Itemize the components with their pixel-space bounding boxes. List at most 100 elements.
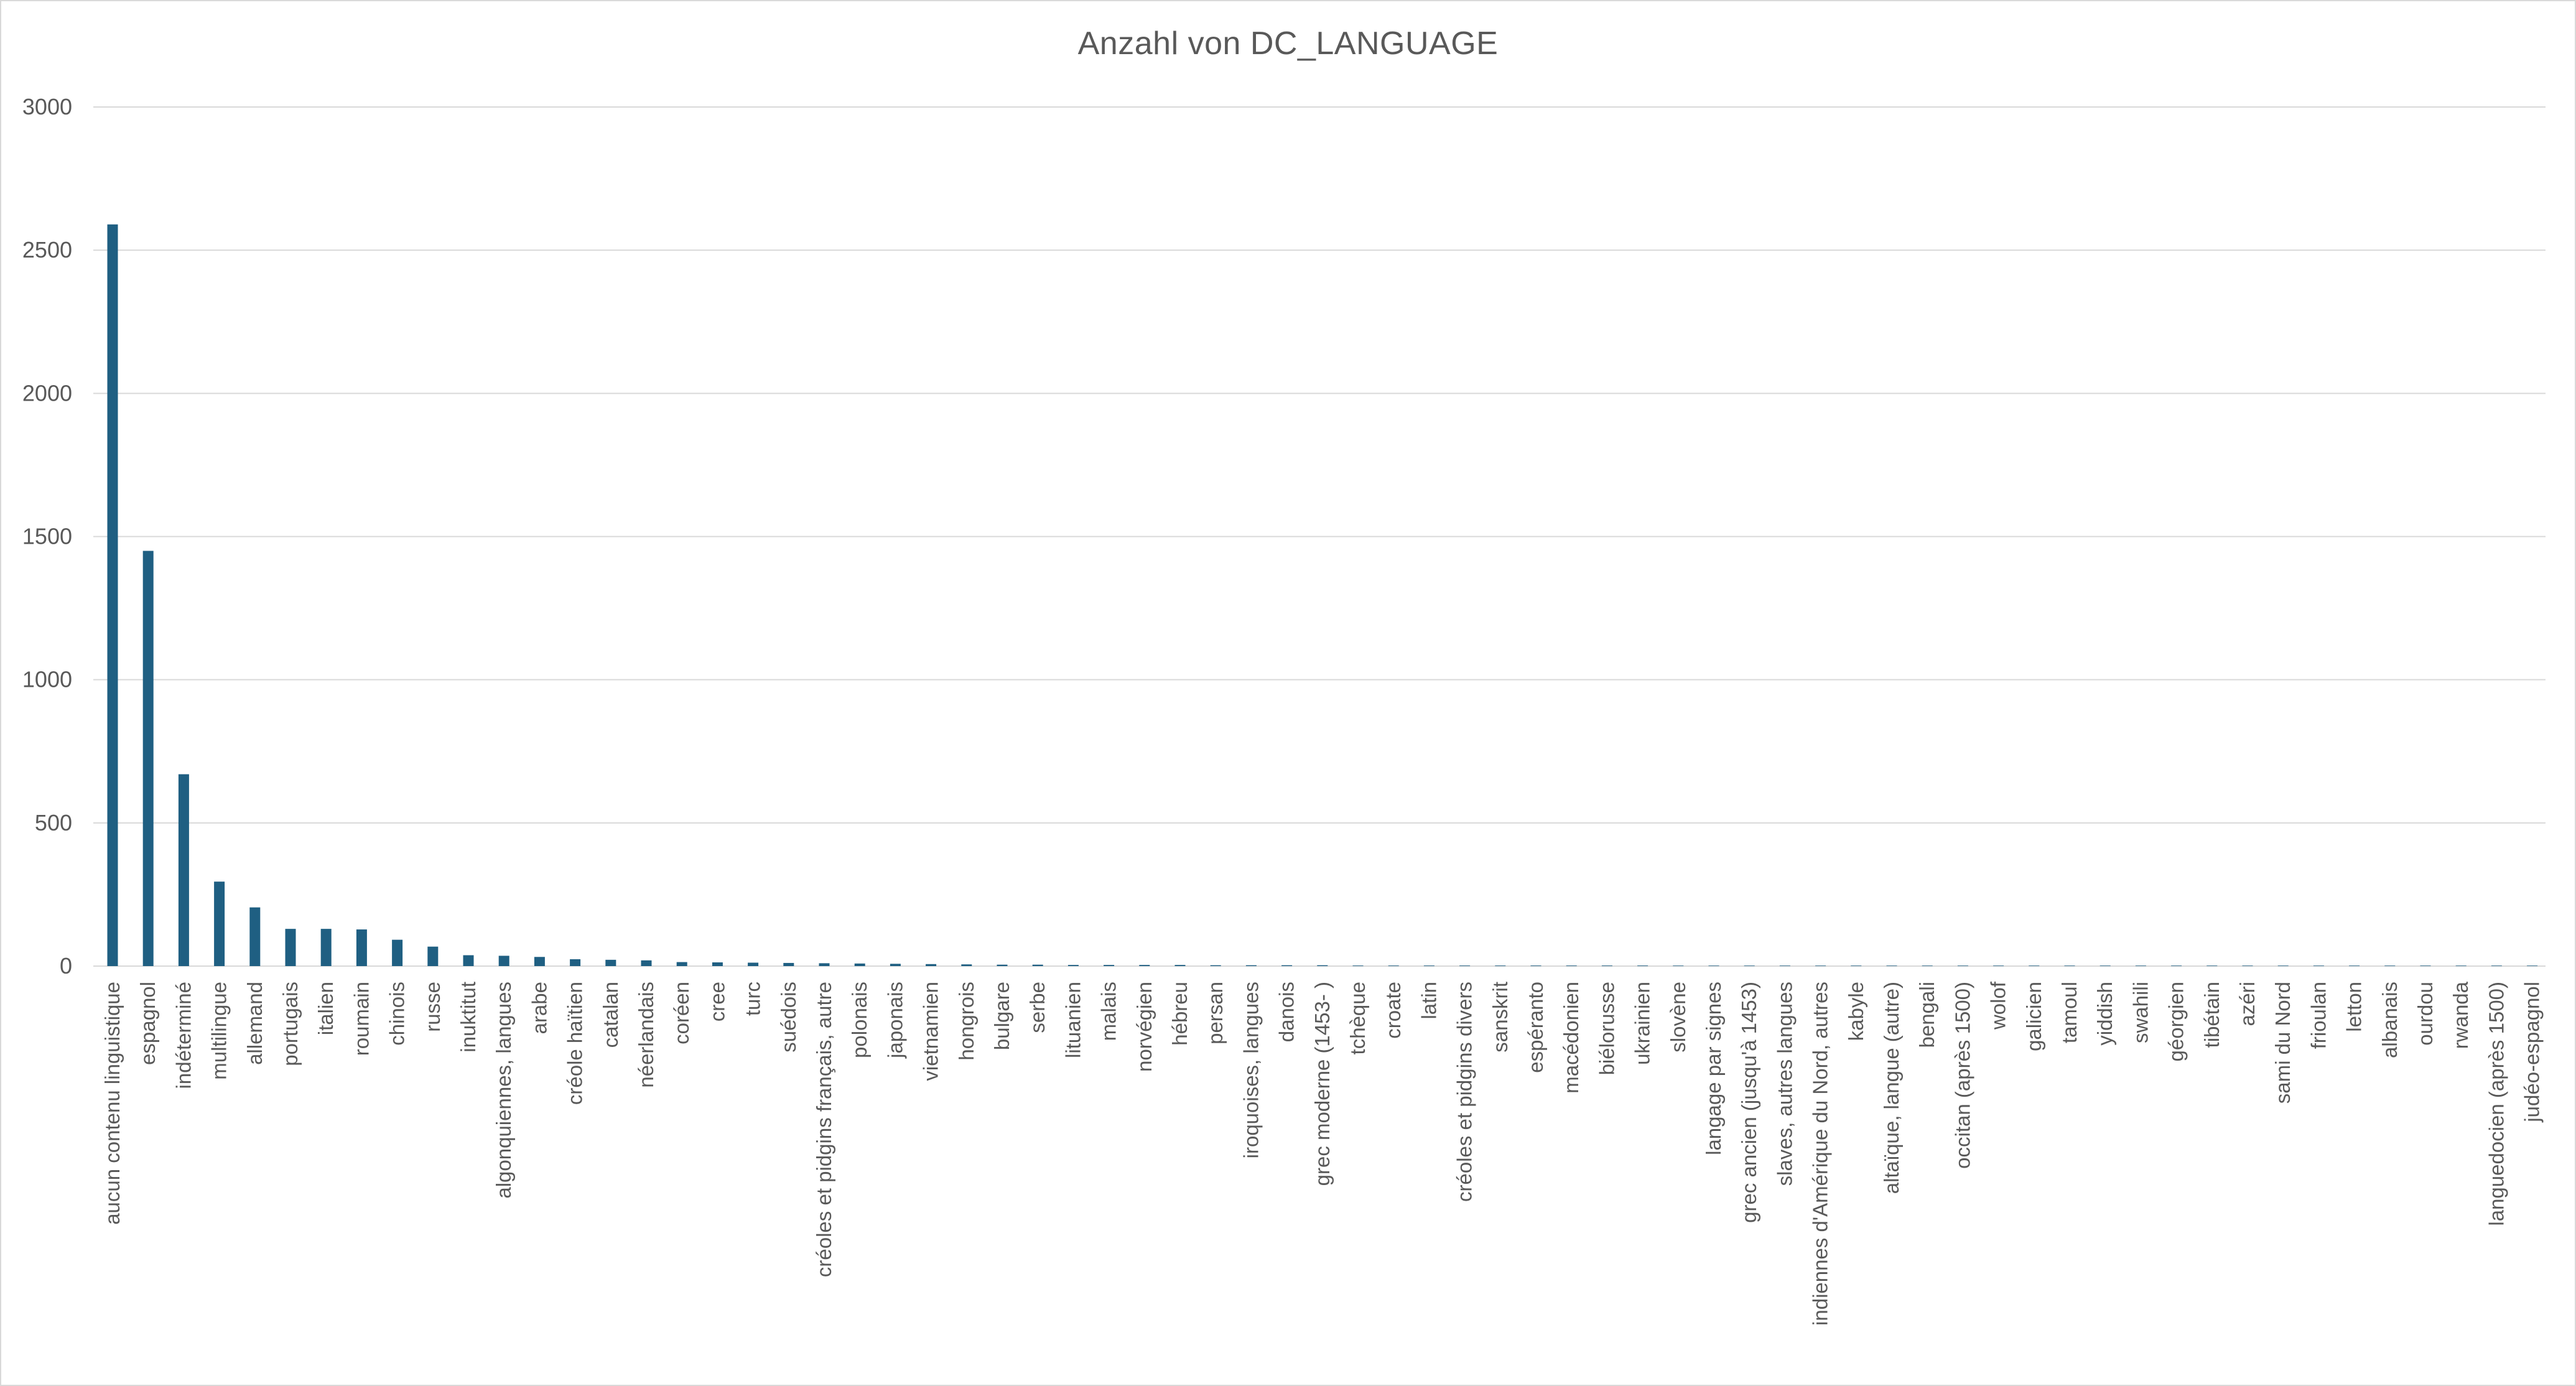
bar — [1317, 965, 1328, 966]
x-tick-label: créoles et pidgins divers — [1453, 982, 1476, 1202]
x-tick-label: algonquiennes, langues — [492, 982, 515, 1199]
x-tick-label: malais — [1097, 982, 1120, 1041]
x-tick-label: slaves, autres langues — [1773, 982, 1796, 1186]
bar — [2099, 965, 2111, 966]
x-tick-label: sanskrit — [1489, 982, 1512, 1053]
bar — [1922, 965, 1933, 966]
x-tick-label: tamoul — [2058, 982, 2081, 1043]
x-tick-label: iroquoises, langues — [1239, 982, 1262, 1158]
bar — [249, 907, 261, 966]
bar — [997, 964, 1008, 966]
x-tick-label: grec moderne (1453- ) — [1311, 982, 1334, 1186]
bar — [178, 774, 189, 966]
x-tick-label: galicien — [2022, 982, 2045, 1051]
x-tick-label: polonais — [848, 982, 871, 1058]
bar — [107, 224, 118, 966]
bar — [534, 957, 545, 966]
bar — [819, 963, 830, 966]
x-tick-label: letton — [2343, 982, 2366, 1032]
x-tick-label: sami du Nord — [2271, 982, 2294, 1104]
bar — [1245, 965, 1257, 966]
x-tick-label: indéterminé — [172, 982, 195, 1089]
x-tick-label: créole haïtien — [564, 982, 587, 1105]
y-tick-label: 2500 — [22, 237, 72, 263]
bar — [1851, 965, 1862, 966]
x-tick-label: hébreu — [1168, 982, 1191, 1046]
bar — [1601, 965, 1612, 966]
x-tick-label: grec ancien (jusqu'à 1453) — [1737, 982, 1760, 1223]
x-tick-label: espagnol — [136, 982, 159, 1065]
bar — [1495, 965, 1506, 966]
x-tick-label: rwanda — [2449, 981, 2472, 1049]
x-tick-label: tchèque — [1346, 982, 1369, 1054]
x-tick-label: géorgien — [2165, 982, 2188, 1061]
x-tick-label: roumain — [350, 982, 373, 1056]
bar — [356, 929, 367, 966]
bar — [1708, 965, 1719, 966]
bar — [498, 956, 509, 966]
x-tick-label: catalan — [599, 982, 622, 1048]
y-tick-label: 2000 — [22, 380, 72, 406]
bar — [1637, 965, 1648, 966]
chart-title: Anzahl von DC_LANGUAGE — [1077, 26, 1499, 62]
bar — [890, 964, 901, 966]
bar — [1423, 965, 1434, 966]
bar — [1744, 965, 1755, 966]
bar — [1779, 965, 1790, 966]
x-tick-label: danois — [1275, 982, 1298, 1042]
bar — [2349, 965, 2360, 966]
bar — [570, 959, 581, 966]
x-tick-label: tibétain — [2200, 982, 2223, 1048]
x-axis-ticks: aucun contenu linguistique espagnol indéte… — [101, 981, 2544, 1326]
x-tick-label: cree — [705, 982, 728, 1021]
bar — [320, 929, 332, 966]
bar — [1388, 965, 1399, 966]
x-tick-label: albanais — [2378, 982, 2401, 1058]
x-tick-label: néerlandais — [635, 982, 658, 1088]
x-tick-label: slovène — [1667, 982, 1690, 1053]
bar — [641, 960, 652, 966]
x-tick-label: japonais — [883, 982, 906, 1059]
x-tick-label: langage par signes — [1702, 982, 1725, 1155]
bar — [854, 963, 865, 966]
x-tick-label: azéri — [2236, 982, 2259, 1026]
bar — [1210, 965, 1221, 966]
bar — [1032, 964, 1043, 966]
bar — [1530, 965, 1541, 966]
y-tick-label: 0 — [60, 953, 72, 979]
bar — [214, 881, 225, 966]
bar — [961, 964, 972, 966]
bar — [926, 964, 937, 966]
bar — [2384, 965, 2396, 966]
bar — [1281, 965, 1293, 966]
y-axis-ticks: 0 500 1000 1500 2000 2500 3000 — [22, 94, 72, 979]
y-tick-label: 500 — [35, 810, 72, 835]
x-tick-label: languedocien (après 1500) — [2485, 982, 2508, 1226]
x-tick-label: croate — [1382, 982, 1405, 1039]
x-tick-label: judéo-espagnol — [2521, 982, 2544, 1123]
x-tick-label: biélorusse — [1595, 982, 1618, 1075]
x-tick-label: espéranto — [1524, 982, 1547, 1073]
x-tick-label: italien — [314, 982, 337, 1035]
bar — [605, 959, 616, 966]
bar — [427, 946, 439, 966]
bar — [712, 962, 723, 966]
bar — [783, 962, 794, 966]
bar — [2277, 965, 2289, 966]
bar — [2420, 965, 2431, 966]
bar — [1886, 965, 1897, 966]
bar — [1957, 965, 1968, 966]
x-tick-label: ourdou — [2414, 982, 2437, 1046]
x-tick-label: portugais — [279, 982, 302, 1066]
x-tick-label: serbe — [1026, 982, 1049, 1033]
bar — [2455, 965, 2467, 966]
bar — [1352, 965, 1364, 966]
bar — [463, 955, 474, 966]
x-tick-label: inuktitut — [457, 982, 480, 1053]
x-tick-label: russe — [421, 982, 444, 1032]
x-tick-label: ukrainien — [1631, 982, 1654, 1065]
bar — [2313, 965, 2324, 966]
bar — [1815, 965, 1826, 966]
